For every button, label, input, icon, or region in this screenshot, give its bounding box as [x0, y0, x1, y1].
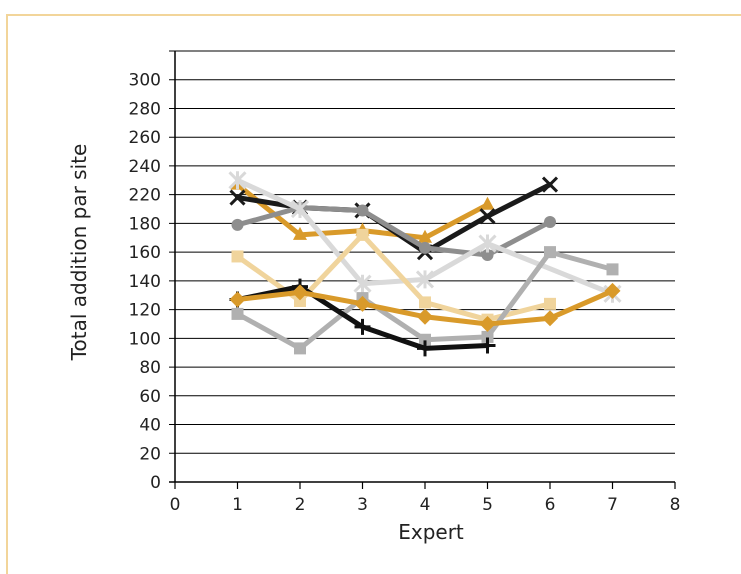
data-point	[356, 204, 369, 217]
data-point	[231, 307, 244, 320]
data-point	[604, 282, 621, 299]
data-point	[479, 208, 496, 225]
data-point	[606, 263, 619, 276]
y-tick-label: 120	[129, 301, 161, 321]
y-tick-label: 140	[129, 272, 161, 292]
x-tick-label: 5	[482, 495, 493, 515]
data-point	[417, 340, 433, 357]
data-point	[292, 284, 308, 301]
tick-labels: 0 20 40 60 80 100 120 140 160 180 220 240 260 280 300 0…	[129, 71, 681, 515]
series-8	[229, 282, 621, 332]
y-tick-label: 280	[129, 99, 161, 119]
y-tick-label: 80	[139, 358, 161, 378]
data-point	[231, 250, 244, 263]
series-line	[235, 177, 615, 297]
x-tick-label: 8	[670, 495, 681, 515]
data-point	[228, 171, 247, 190]
data-point	[419, 241, 431, 254]
data-point	[541, 176, 559, 193]
y-tick-label: 220	[129, 186, 161, 206]
data-point	[294, 342, 306, 355]
data-point	[229, 189, 246, 206]
x-tick-label: 1	[232, 495, 243, 515]
data-point	[290, 199, 310, 219]
data-point	[481, 330, 494, 343]
x-tick-label: 7	[607, 495, 618, 515]
x-tick-label: 4	[420, 495, 431, 515]
y-tick-label: 0	[150, 473, 161, 493]
y-tick-label: 60	[139, 387, 161, 407]
data-point	[356, 228, 369, 241]
data-point	[481, 249, 494, 262]
data-point	[544, 215, 556, 228]
data-point	[231, 218, 244, 231]
series-6	[231, 246, 619, 355]
x-axis-title: Expert	[398, 520, 464, 544]
data-point	[415, 270, 435, 289]
data-point	[293, 226, 307, 240]
data-point	[353, 274, 372, 293]
data-point	[229, 291, 246, 308]
data-point	[542, 310, 558, 327]
data-point	[354, 295, 371, 312]
y-tick-label: 240	[129, 157, 161, 177]
series-group	[228, 171, 622, 357]
data-point	[419, 333, 431, 346]
y-tick-label: 260	[129, 128, 161, 148]
chart-frame	[6, 14, 741, 574]
data-point	[479, 337, 496, 354]
y-tick-label: 100	[129, 329, 161, 349]
data-point	[294, 294, 306, 307]
y-axis-title: Total addition par site	[67, 144, 91, 362]
data-point	[479, 315, 496, 332]
x-tick-label: 3	[357, 495, 368, 515]
y-tick-label: 20	[139, 444, 161, 464]
data-point	[418, 229, 432, 243]
data-point	[544, 246, 556, 259]
axes	[169, 51, 676, 489]
data-point	[544, 297, 556, 310]
y-tick-label: 40	[139, 416, 161, 436]
y-tick-label: 160	[129, 243, 161, 263]
y-tick-label: 180	[129, 214, 161, 234]
data-point	[354, 318, 371, 335]
y-tick-label: 300	[129, 71, 161, 91]
data-point	[478, 234, 497, 253]
data-point	[417, 308, 433, 325]
data-point	[480, 196, 495, 210]
x-tick-label: 6	[545, 495, 556, 515]
data-point	[419, 296, 431, 309]
x-tick-label: 0	[170, 495, 181, 515]
x-tick-label: 2	[295, 495, 306, 515]
